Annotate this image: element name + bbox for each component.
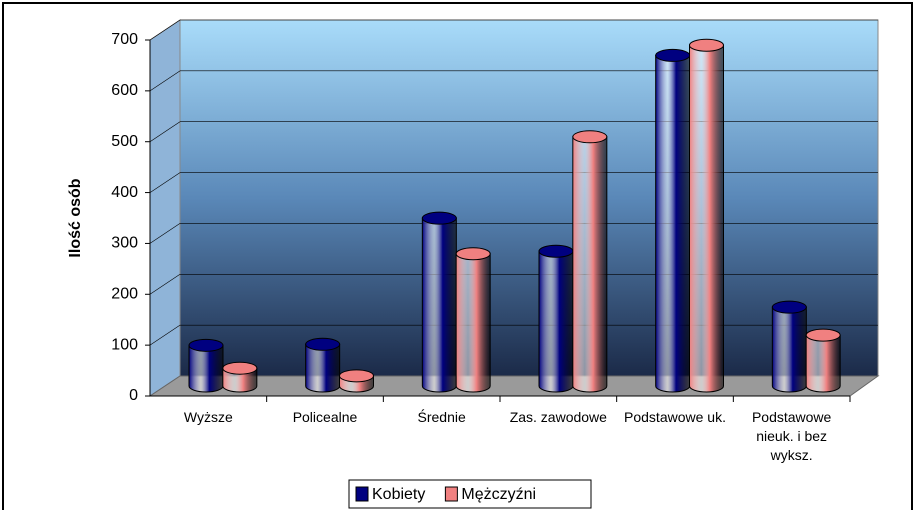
- bar-top: [655, 48, 691, 62]
- bar-top: [771, 300, 807, 314]
- bar-top: [805, 328, 841, 342]
- bar: [655, 48, 691, 393]
- x-tick-label: Policealne: [292, 409, 358, 425]
- bar-top: [222, 361, 258, 375]
- bar: [455, 247, 491, 393]
- grid-line: [149, 324, 181, 346]
- y-tick-label: 100: [111, 336, 138, 353]
- bar-body: [305, 343, 341, 393]
- grid-line: [149, 223, 181, 244]
- grid-line: [149, 70, 181, 92]
- x-tick-label: Podstawowe uk.: [624, 409, 726, 425]
- x-tick-label: Podstawowe nieuk. i bez wyksz.: [751, 409, 832, 463]
- y-tick-label: 300: [111, 235, 138, 252]
- bar-body: [655, 54, 691, 393]
- legend-label: Kobiety: [372, 486, 425, 503]
- floor: [148, 375, 880, 397]
- y-tick-label: 500: [111, 133, 138, 150]
- bar-top: [339, 369, 374, 383]
- bar-top: [305, 337, 341, 351]
- bar-body: [455, 253, 491, 393]
- y-tick-label: 600: [111, 82, 138, 99]
- y-axis-label: Ilość osób: [67, 178, 84, 257]
- bar: [421, 211, 457, 393]
- bar: [188, 338, 224, 393]
- bar-body: [572, 136, 608, 393]
- bar-top: [421, 211, 457, 225]
- bar-body: [538, 250, 574, 393]
- bar: [771, 300, 807, 393]
- y-tick-label: 700: [111, 31, 138, 48]
- bar-body: [805, 334, 841, 393]
- grid-line: [149, 172, 181, 193]
- bar-top: [188, 338, 224, 352]
- bar-body: [188, 344, 224, 393]
- bar: [222, 361, 258, 393]
- bar: [689, 38, 724, 393]
- bar-body: [222, 367, 258, 393]
- side-wall: [149, 19, 181, 397]
- legend-label: Mężczyźni: [461, 486, 536, 503]
- bar-top: [689, 38, 724, 52]
- bar: [805, 328, 841, 393]
- bar-top: [572, 130, 608, 144]
- legend-swatch: [444, 486, 458, 502]
- legend-box: [348, 479, 592, 509]
- x-tick-label: Średnie: [417, 409, 466, 425]
- x-tick-label: Wyższe: [183, 409, 233, 425]
- back-wall: [179, 19, 879, 377]
- grid-line: [149, 19, 181, 41]
- grid-line: [149, 274, 181, 295]
- bar-body: [421, 217, 457, 393]
- legend-swatch: [355, 486, 369, 502]
- bar: [572, 130, 608, 393]
- y-tick-label: 400: [111, 184, 138, 201]
- bar-top: [538, 244, 574, 258]
- bar: [339, 369, 374, 393]
- bar-body: [771, 306, 807, 393]
- bar: [538, 244, 574, 393]
- bar-top: [455, 247, 491, 261]
- bar: [305, 337, 341, 393]
- bar-body: [689, 44, 724, 393]
- x-tick-label: Zas. zawodowe: [509, 409, 607, 425]
- grid-line: [149, 121, 181, 142]
- y-tick-label: 200: [111, 286, 138, 303]
- y-tick-label: 0: [129, 387, 138, 404]
